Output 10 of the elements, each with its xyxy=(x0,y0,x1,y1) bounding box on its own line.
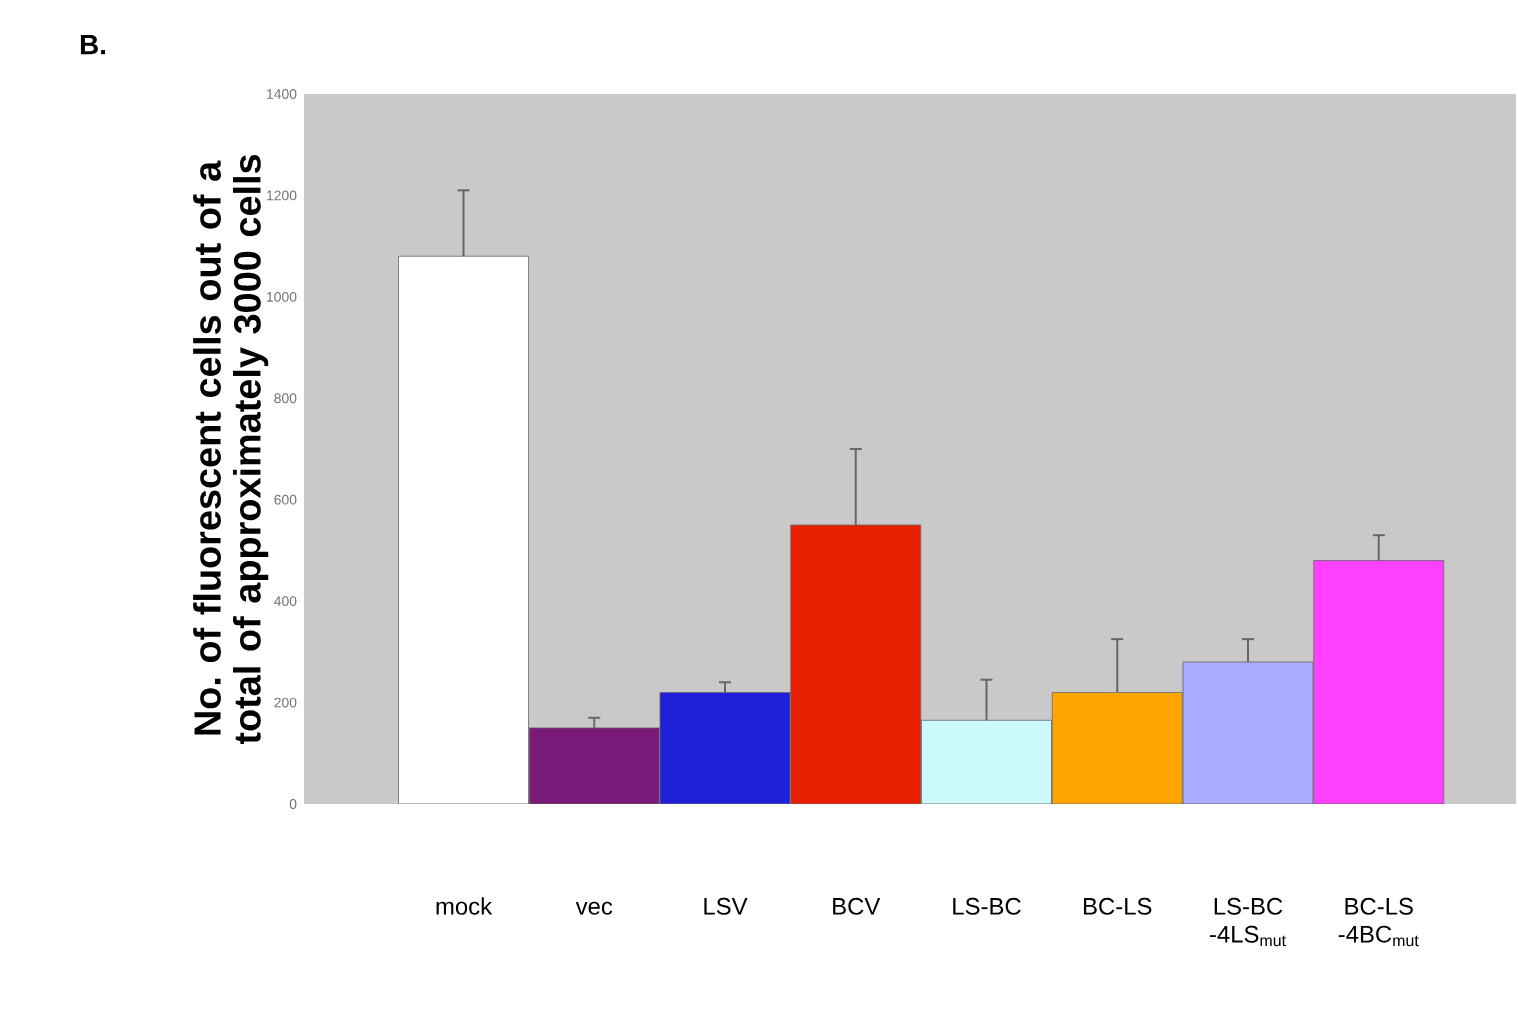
x-tick-label: BC-LS xyxy=(1084,897,1152,915)
x-tick-label: mock xyxy=(436,897,493,915)
x-tick-label: BC-LS -4BC$_{mut}$ xyxy=(1338,897,1419,947)
chart-title: B. xyxy=(80,35,106,55)
x-tick-label: LS-BC xyxy=(953,897,1021,915)
x-tick-label: vec xyxy=(575,901,613,915)
y-axis-title: No. of fluorescent cells out of a total of approximately 3000 cells xyxy=(193,154,269,745)
x-tick-label: BCV xyxy=(833,897,881,915)
x-tick-label: LS-BC -4LS$_{mut}$ xyxy=(1210,897,1286,947)
x-tick-label: LSV xyxy=(704,897,748,915)
